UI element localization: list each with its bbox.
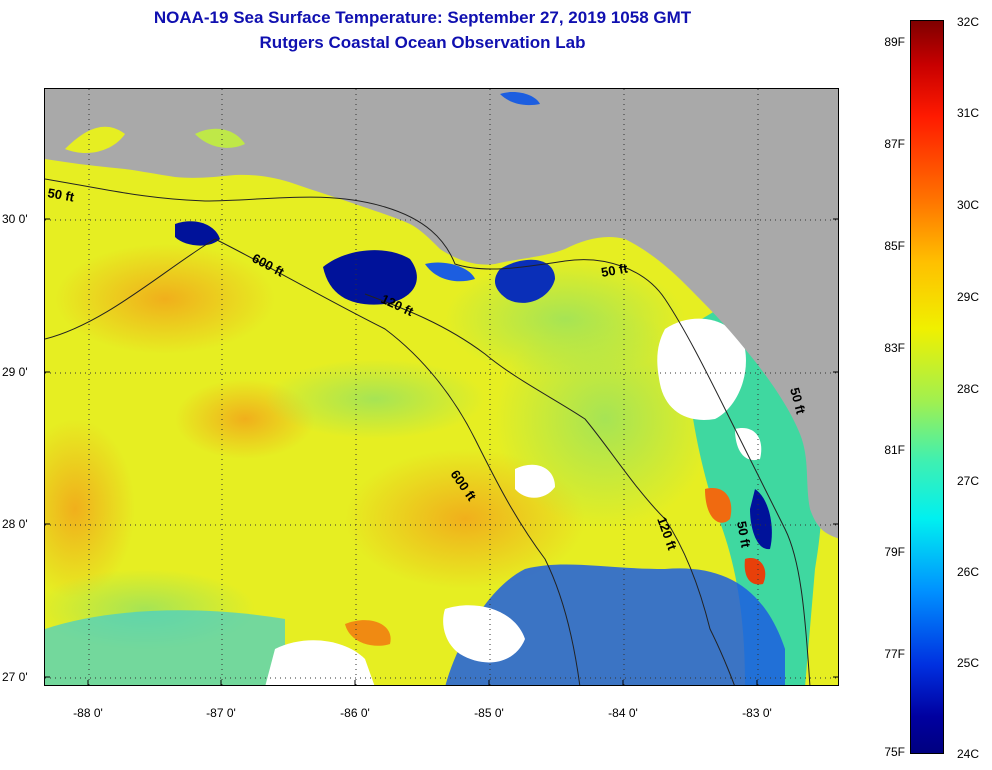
colorbar-f-label: 79F xyxy=(884,545,905,559)
colorbar-c-label: 32C xyxy=(957,15,980,29)
colorbar-f-label: 83F xyxy=(884,341,905,355)
colorbar-f-label: 81F xyxy=(884,443,905,457)
bay xyxy=(65,126,125,154)
contour-label: 50 ft xyxy=(787,386,809,416)
cloud-patch xyxy=(735,428,762,461)
depth-contours xyxy=(45,178,811,685)
contour-label: 50 ft xyxy=(600,260,630,280)
cloud-patch xyxy=(515,464,555,498)
cloud-patch xyxy=(443,605,525,663)
cloud-patch xyxy=(265,640,375,685)
contour-600ft xyxy=(45,238,581,685)
cold-coastal-band xyxy=(45,610,285,685)
bay xyxy=(500,92,540,106)
lon-label: -83 0' xyxy=(742,706,772,720)
lon-label: -87 0' xyxy=(206,706,236,720)
contour-120ft xyxy=(364,293,735,685)
colorbar-f-label: 75F xyxy=(884,745,905,759)
lon-label: -85 0' xyxy=(474,706,504,720)
colorbar-c-label: 28C xyxy=(957,382,980,396)
land-area xyxy=(45,89,838,539)
sst-map: 50 ft 600 ft 120 ft 50 ft 600 ft 120 ft … xyxy=(44,88,839,686)
lon-label: -88 0' xyxy=(73,706,103,720)
colorbar-f-label: 89F xyxy=(884,35,905,49)
cold-water-patch xyxy=(175,221,220,246)
colorbar-f-label: 85F xyxy=(884,239,905,253)
map-title: NOAA-19 Sea Surface Temperature: Septemb… xyxy=(153,8,692,27)
colorbar-f-label: 77F xyxy=(884,647,905,661)
contour-label: 50 ft xyxy=(734,520,754,550)
colorbar-c-label: 24C xyxy=(957,747,980,761)
lon-label: -84 0' xyxy=(608,706,638,720)
contour-label: 50 ft xyxy=(46,185,76,205)
lat-label: 28 0' xyxy=(2,517,28,531)
colorbar-c-label: 29C xyxy=(957,290,980,304)
cool-patch xyxy=(445,259,685,379)
lat-label: 27 0' xyxy=(2,670,28,684)
warm-patch xyxy=(45,419,135,599)
temperature-colorbar xyxy=(910,20,944,754)
lat-label: 30 0' xyxy=(2,212,28,226)
warm-spot xyxy=(744,558,766,585)
cold-water-patch xyxy=(323,250,417,305)
lat-label: 29 0' xyxy=(2,365,28,379)
lon-label: -86 0' xyxy=(340,706,370,720)
cold-water-patch xyxy=(750,489,772,550)
colorbar-c-label: 31C xyxy=(957,106,980,120)
map-subtitle: Rutgers Coastal Ocean Observation Lab xyxy=(259,33,586,52)
colorbar-c-label: 25C xyxy=(957,656,980,670)
cold-water-patch xyxy=(494,259,555,303)
colorbar-f-label: 87F xyxy=(884,137,905,151)
colorbar-c-label: 26C xyxy=(957,565,980,579)
warm-patch xyxy=(55,244,275,354)
bay xyxy=(195,128,245,148)
colorbar-c-label: 27C xyxy=(957,474,980,488)
warm-spot xyxy=(705,488,732,523)
colorbar-c-label: 30C xyxy=(957,198,980,212)
bay xyxy=(425,262,475,282)
cloud-patch xyxy=(657,318,746,420)
cool-patch xyxy=(265,359,485,439)
contour-50ft xyxy=(45,178,811,685)
